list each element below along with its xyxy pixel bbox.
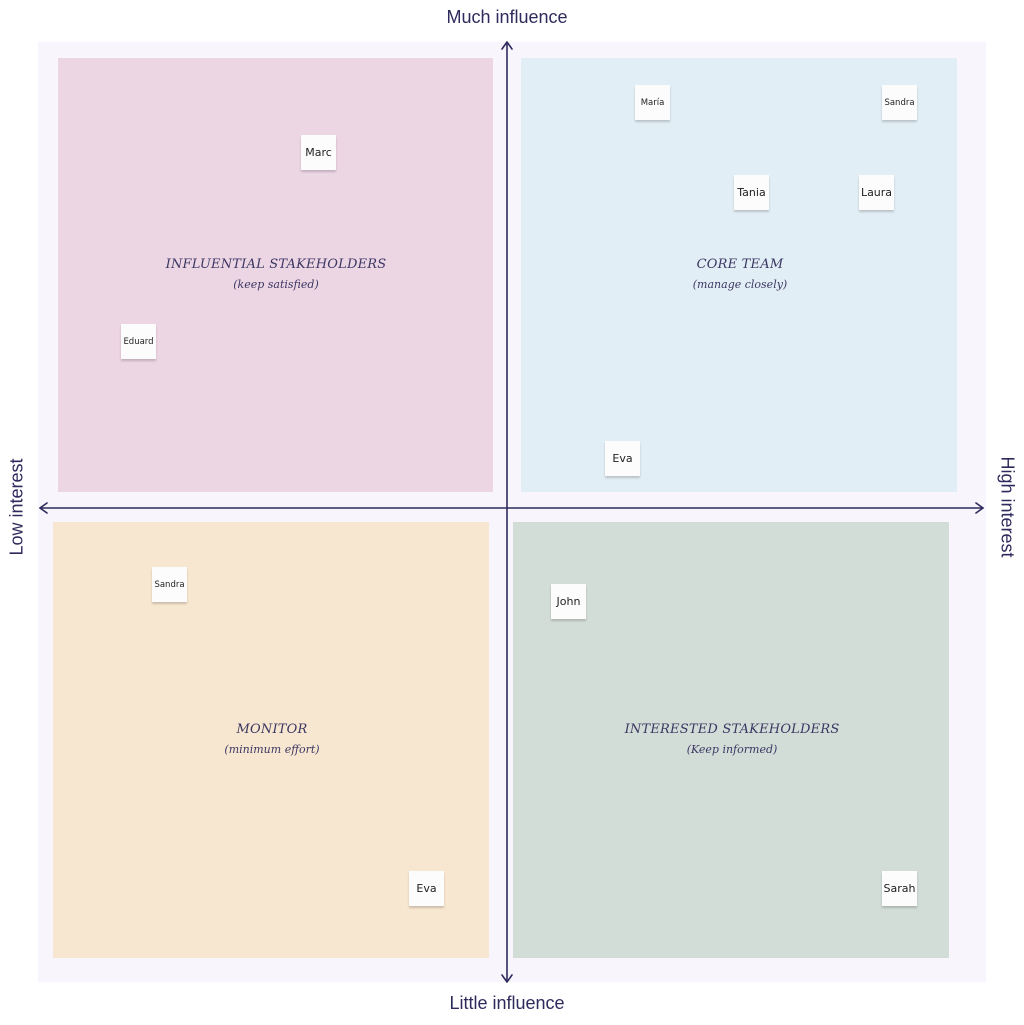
sticky-note-sandra-monitor[interactable]: Sandra <box>152 567 187 602</box>
sticky-note-maria[interactable]: María <box>635 85 670 120</box>
quadrant-title: INTERESTED STAKEHOLDERS <box>624 722 840 737</box>
quadrant-label-influential: INFLUENTIAL STAKEHOLDERS (keep satisfied… <box>126 255 426 295</box>
quadrant-subtitle: (minimum effort) <box>224 743 320 756</box>
sticky-note-eva-core[interactable]: Eva <box>605 441 640 476</box>
sticky-note-eva-monitor[interactable]: Eva <box>409 871 444 906</box>
quadrant-subtitle: (manage closely) <box>692 278 788 291</box>
quadrant-title: CORE TEAM <box>696 257 784 272</box>
arrow-right-icon <box>975 502 984 514</box>
quadrant-influential-stakeholders <box>58 58 493 492</box>
axis-label-high-interest: High interest <box>997 456 1018 558</box>
sticky-note-sarah[interactable]: Sarah <box>882 871 917 906</box>
quadrant-label-core-team: CORE TEAM (manage closely) <box>590 255 890 295</box>
sticky-note-sandra-core[interactable]: Sandra <box>882 85 917 120</box>
sticky-note-marc[interactable]: Marc <box>301 135 336 170</box>
sticky-note-eduard[interactable]: Eduard <box>121 324 156 359</box>
quadrant-subtitle: (keep satisfied) <box>233 278 319 291</box>
sticky-note-tania[interactable]: Tania <box>734 175 769 210</box>
quadrant-label-monitor: MONITOR (minimum effort) <box>122 720 422 760</box>
quadrant-title: INFLUENTIAL STAKEHOLDERS <box>165 257 387 272</box>
arrow-left-icon <box>39 502 48 514</box>
sticky-note-laura[interactable]: Laura <box>859 175 894 210</box>
axis-label-low-interest: Low interest <box>6 458 27 556</box>
sticky-note-john[interactable]: John <box>551 584 586 619</box>
quadrant-subtitle: (Keep informed) <box>686 743 778 756</box>
axis-label-little-influence: Little influence <box>449 993 565 1013</box>
arrow-down-icon <box>501 974 513 983</box>
quadrant-core-team <box>521 58 957 492</box>
quadrant-label-interested: INTERESTED STAKEHOLDERS (Keep informed) <box>582 720 882 760</box>
axis-label-much-influence: Much influence <box>446 7 568 27</box>
quadrant-title: MONITOR <box>236 722 308 737</box>
arrow-up-icon <box>501 41 513 50</box>
